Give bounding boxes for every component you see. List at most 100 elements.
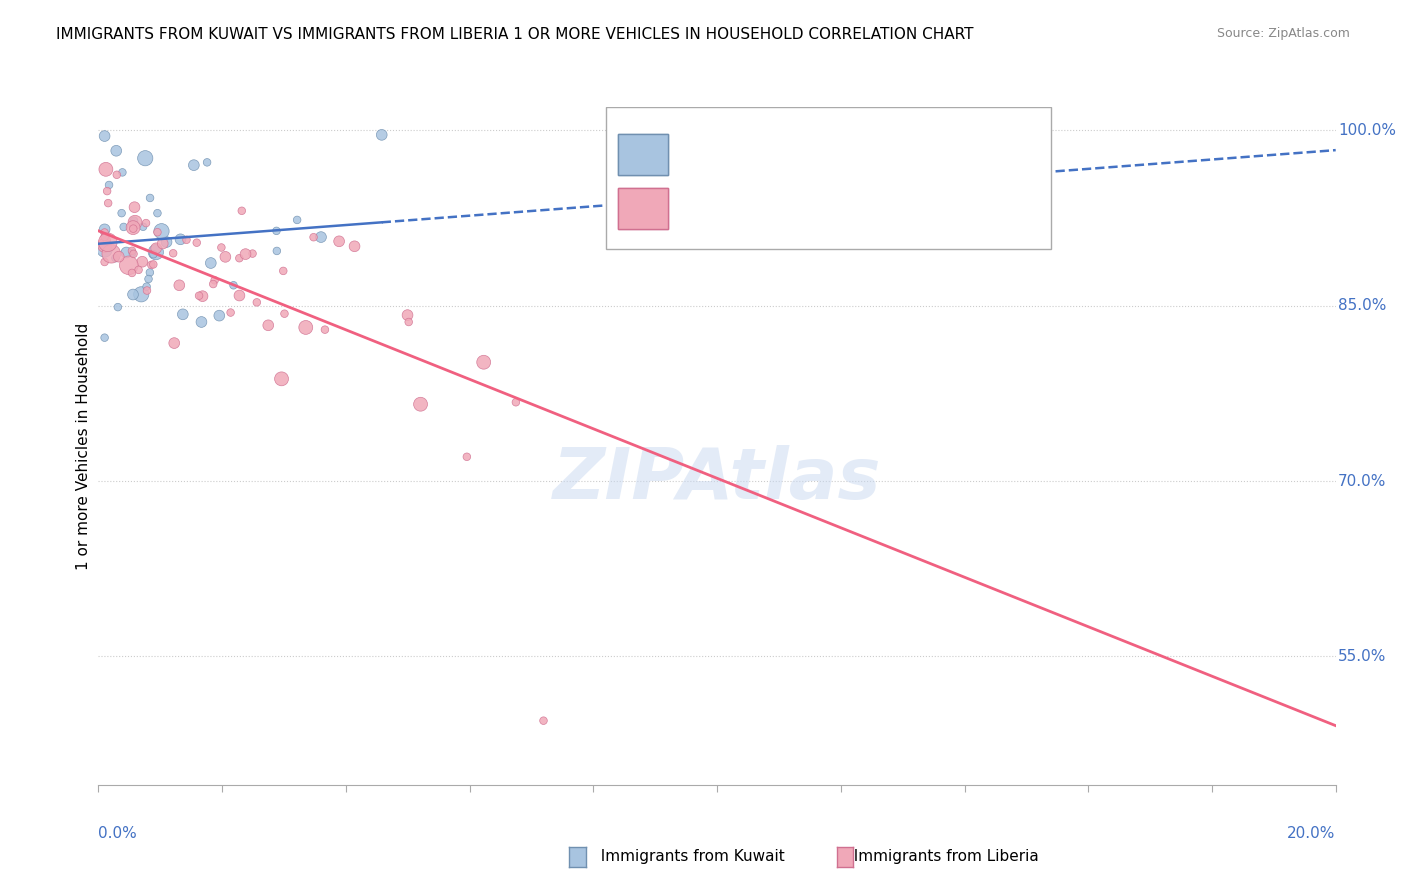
Point xyxy=(235,247,257,261)
Point xyxy=(214,250,236,264)
Point xyxy=(204,273,226,287)
Point xyxy=(128,263,150,277)
Point xyxy=(124,200,146,214)
Point xyxy=(195,155,218,169)
Text: 100.0%: 100.0% xyxy=(1339,123,1396,138)
Point xyxy=(271,264,294,278)
Point xyxy=(139,265,162,279)
Point xyxy=(294,320,316,334)
Point xyxy=(134,151,156,165)
Point xyxy=(328,235,350,249)
Point xyxy=(129,287,152,301)
Point xyxy=(219,305,242,319)
Point xyxy=(118,258,141,272)
Point xyxy=(132,219,155,234)
Point xyxy=(115,245,138,260)
Point xyxy=(142,257,165,271)
Point xyxy=(105,144,128,158)
Point xyxy=(172,307,194,321)
Point xyxy=(96,184,118,198)
Point xyxy=(343,239,366,253)
Point xyxy=(112,219,135,234)
Point xyxy=(93,222,115,236)
Text: 85.0%: 85.0% xyxy=(1339,298,1386,313)
Point xyxy=(155,235,177,249)
Point xyxy=(398,315,420,329)
Point xyxy=(505,395,527,409)
Point xyxy=(104,251,127,265)
Point xyxy=(150,224,173,238)
FancyBboxPatch shape xyxy=(619,188,668,229)
Point xyxy=(396,308,419,322)
Point xyxy=(472,355,495,369)
Point xyxy=(228,251,250,265)
Point xyxy=(142,247,165,261)
Point xyxy=(139,191,162,205)
Point xyxy=(183,158,205,172)
Text: 70.0%: 70.0% xyxy=(1339,474,1386,489)
Point xyxy=(111,165,134,179)
Point xyxy=(266,244,288,258)
Point xyxy=(97,196,120,211)
Text: 0.0%: 0.0% xyxy=(98,826,138,840)
Point xyxy=(202,277,225,291)
Text: 55.0%: 55.0% xyxy=(1339,648,1386,664)
Point xyxy=(93,255,115,269)
Point xyxy=(145,245,167,260)
Point xyxy=(93,238,115,252)
Point xyxy=(228,288,250,302)
Point xyxy=(208,309,231,323)
Point xyxy=(162,246,184,260)
Point xyxy=(302,230,325,244)
Point xyxy=(107,250,129,264)
Point xyxy=(273,307,295,321)
Text: R =  0.094  N = 40: R = 0.094 N = 40 xyxy=(686,145,856,163)
Point xyxy=(190,315,212,329)
Point xyxy=(105,168,128,182)
Point xyxy=(93,331,115,345)
Text: IMMIGRANTS FROM KUWAIT VS IMMIGRANTS FROM LIBERIA 1 OR MORE VEHICLES IN HOUSEHOL: IMMIGRANTS FROM KUWAIT VS IMMIGRANTS FRO… xyxy=(56,27,974,42)
Y-axis label: 1 or more Vehicles in Household: 1 or more Vehicles in Household xyxy=(76,322,91,570)
Point xyxy=(93,233,115,247)
Point xyxy=(370,128,392,142)
Point xyxy=(533,714,555,728)
Point xyxy=(266,224,288,238)
Point xyxy=(456,450,478,464)
Point xyxy=(169,232,191,246)
Point xyxy=(152,236,174,251)
Text: Immigrants from Kuwait: Immigrants from Kuwait xyxy=(591,849,785,863)
Text: R = -0.576  N = 64: R = -0.576 N = 64 xyxy=(686,200,858,218)
Point xyxy=(122,221,145,235)
Point xyxy=(122,287,145,301)
Point xyxy=(270,372,292,386)
Point xyxy=(94,162,117,177)
Point xyxy=(186,235,208,250)
Point xyxy=(107,300,129,314)
Point xyxy=(97,235,120,250)
Point xyxy=(200,256,222,270)
Text: 20.0%: 20.0% xyxy=(1288,826,1336,840)
Point xyxy=(145,241,167,255)
Point xyxy=(222,278,245,293)
Point xyxy=(138,272,160,286)
Point xyxy=(314,323,336,337)
Point xyxy=(111,206,134,220)
Text: Immigrants from Liberia: Immigrants from Liberia xyxy=(844,849,1039,863)
Point xyxy=(136,284,159,298)
Point xyxy=(309,230,332,244)
Point xyxy=(121,244,143,258)
Point xyxy=(93,230,115,244)
Point xyxy=(188,289,211,303)
Point xyxy=(121,245,143,260)
FancyBboxPatch shape xyxy=(606,107,1052,250)
Point xyxy=(176,233,198,247)
Point xyxy=(141,258,163,272)
Text: ZIPAtlas: ZIPAtlas xyxy=(553,445,882,515)
Point xyxy=(124,215,146,229)
Point xyxy=(163,336,186,351)
Point xyxy=(409,397,432,411)
Point xyxy=(135,216,157,230)
FancyBboxPatch shape xyxy=(619,134,668,175)
Point xyxy=(257,318,280,333)
Point xyxy=(122,220,145,235)
